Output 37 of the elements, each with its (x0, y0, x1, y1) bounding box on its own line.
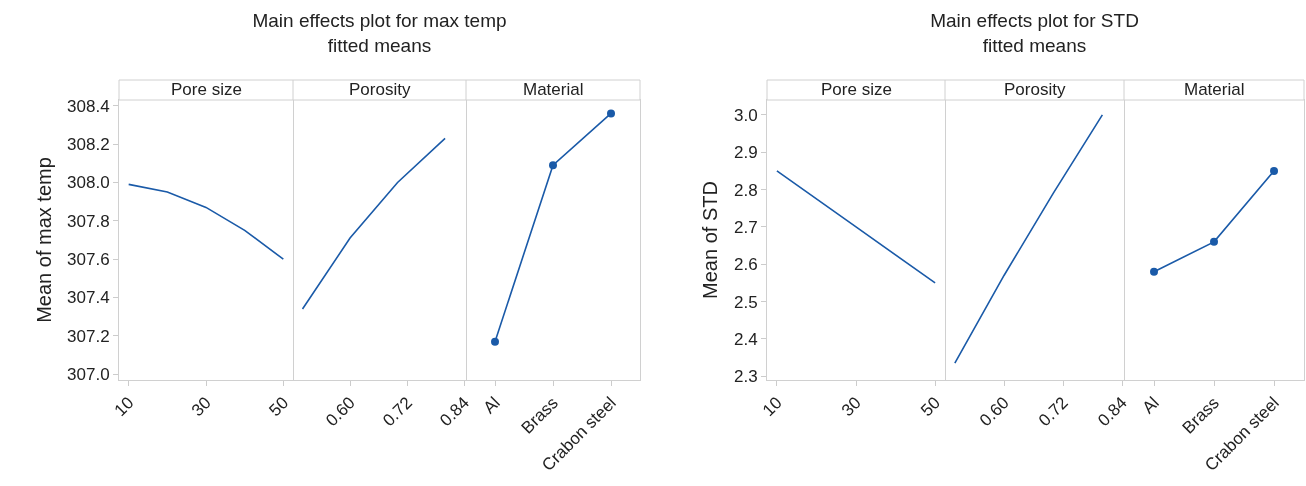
y-tick-label: 2.8 (733, 180, 758, 200)
x-tick-label: 50 (265, 393, 293, 421)
y-tick-label: 2.7 (733, 217, 758, 237)
y-tick-label: 308.0 (67, 173, 110, 193)
x-tick-label: 30 (188, 393, 215, 421)
y-tick-label: 307.8 (67, 211, 110, 231)
y-tick-label: 307.0 (67, 365, 110, 385)
x-axis-title: Porosity (349, 80, 411, 99)
chart-subtitle: fitted means (326, 34, 433, 58)
x-axis-title: Pore size (171, 80, 242, 99)
y-axis-title: Mean of max temp (32, 157, 55, 323)
chart-title: Main effects plot for max temp (251, 9, 508, 33)
x-axis-title: Material (1184, 80, 1245, 99)
chart-title: Main effects plot for STD (929, 9, 1140, 33)
x-tick-label: 50 (917, 393, 944, 421)
line-series (127, 183, 285, 260)
x-axis-title: Porosity (1004, 80, 1066, 99)
x-axis-title: Pore size (821, 80, 892, 99)
x-tick-label: 10 (758, 393, 786, 421)
x-axis-title: Material (523, 80, 584, 99)
y-tick-label: 307.2 (67, 326, 110, 346)
y-tick-label: 2.5 (733, 292, 758, 312)
y-tick-label: 2.6 (733, 255, 758, 275)
y-tick-label: 308.4 (67, 96, 110, 116)
y-tick-label: 308.2 (67, 135, 110, 155)
y-tick-label: 2.4 (733, 329, 758, 349)
y-tick-label: 2.9 (733, 143, 758, 163)
y-tick-label: 307.6 (67, 250, 110, 270)
y-axis-title: Mean of STD (699, 181, 722, 299)
y-tick-label: 3.0 (733, 105, 758, 125)
x-tick-label: Al (479, 393, 504, 418)
chart-subtitle: fitted means (981, 34, 1088, 58)
x-tick-label: 10 (110, 393, 138, 421)
x-tick-label: 30 (838, 393, 865, 421)
x-tick-label: Al (1138, 393, 1163, 418)
y-tick-label: 307.4 (67, 288, 110, 308)
y-tick-label: 2.3 (733, 367, 758, 387)
